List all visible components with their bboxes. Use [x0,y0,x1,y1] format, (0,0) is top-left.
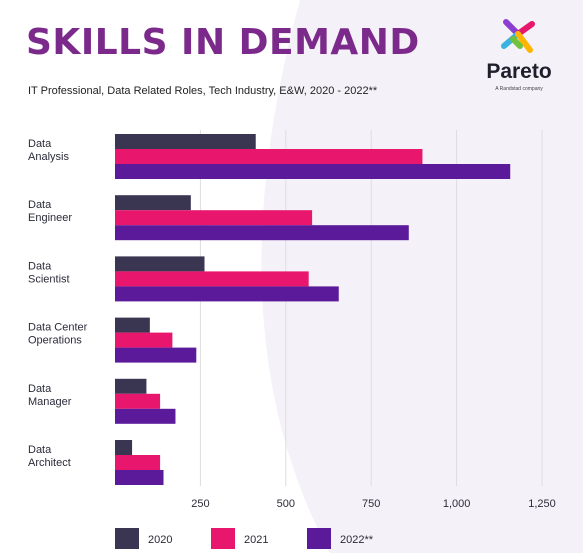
x-tick-label: 250 [191,498,209,510]
bar [115,164,511,179]
bar [115,378,147,394]
bar [115,210,313,226]
bar [115,317,150,333]
category-label-line: Data [28,383,52,395]
category-label: Data Manager [28,383,72,408]
x-tick-label: 500 [277,498,295,510]
bar [115,347,197,363]
page-subtitle: IT Professional, Data Related Roles, Tec… [28,85,378,97]
category-label-line: Data Center [28,322,88,334]
bar [115,134,256,149]
bar [115,393,161,409]
category-label: Data Analysis [28,138,69,163]
legend-label: 2021 [244,534,268,546]
legend-label: 2022** [340,534,374,546]
category-label-line: Data [28,199,52,211]
category-label-line: Manager [28,396,72,408]
logo-tagline: A Randstad company [495,86,543,92]
page-title: SKILLS IN DEMAND [26,22,420,63]
category-label: Data Engineer [28,199,72,224]
bar [115,286,339,302]
bar [115,225,409,241]
bar [115,470,164,485]
bar [115,271,309,287]
bar [115,455,161,470]
category-label-line: Data [28,444,52,456]
bar [115,256,205,272]
bar [115,440,133,455]
category-label-line: Operations [28,335,82,347]
category-label: Data Center Operations [28,322,88,347]
category-label: Data Architect [28,444,71,469]
legend-label: 2020 [148,534,172,546]
pareto-logo: Pareto A Randstad company [474,16,564,96]
category-label-line: Data [28,260,52,272]
category-label-line: Scientist [28,273,70,285]
legend-swatch [115,528,139,549]
x-tick-label: 750 [362,498,380,510]
bar [115,149,423,164]
category-label: Data Scientist [28,260,70,285]
bar [115,408,176,424]
legend-swatch [211,528,235,549]
category-label-line: Architect [28,457,71,469]
legend-swatch [307,528,331,549]
bar [115,195,191,211]
x-tick-label: 1,000 [443,498,471,510]
x-tick-label: 1,250 [528,498,556,510]
category-label-line: Data [28,138,52,150]
pareto-mark-icon [501,19,535,53]
category-label-line: Analysis [28,151,69,163]
category-label-line: Engineer [28,212,72,224]
bar [115,332,173,348]
logo-wordmark: Pareto [486,60,552,83]
